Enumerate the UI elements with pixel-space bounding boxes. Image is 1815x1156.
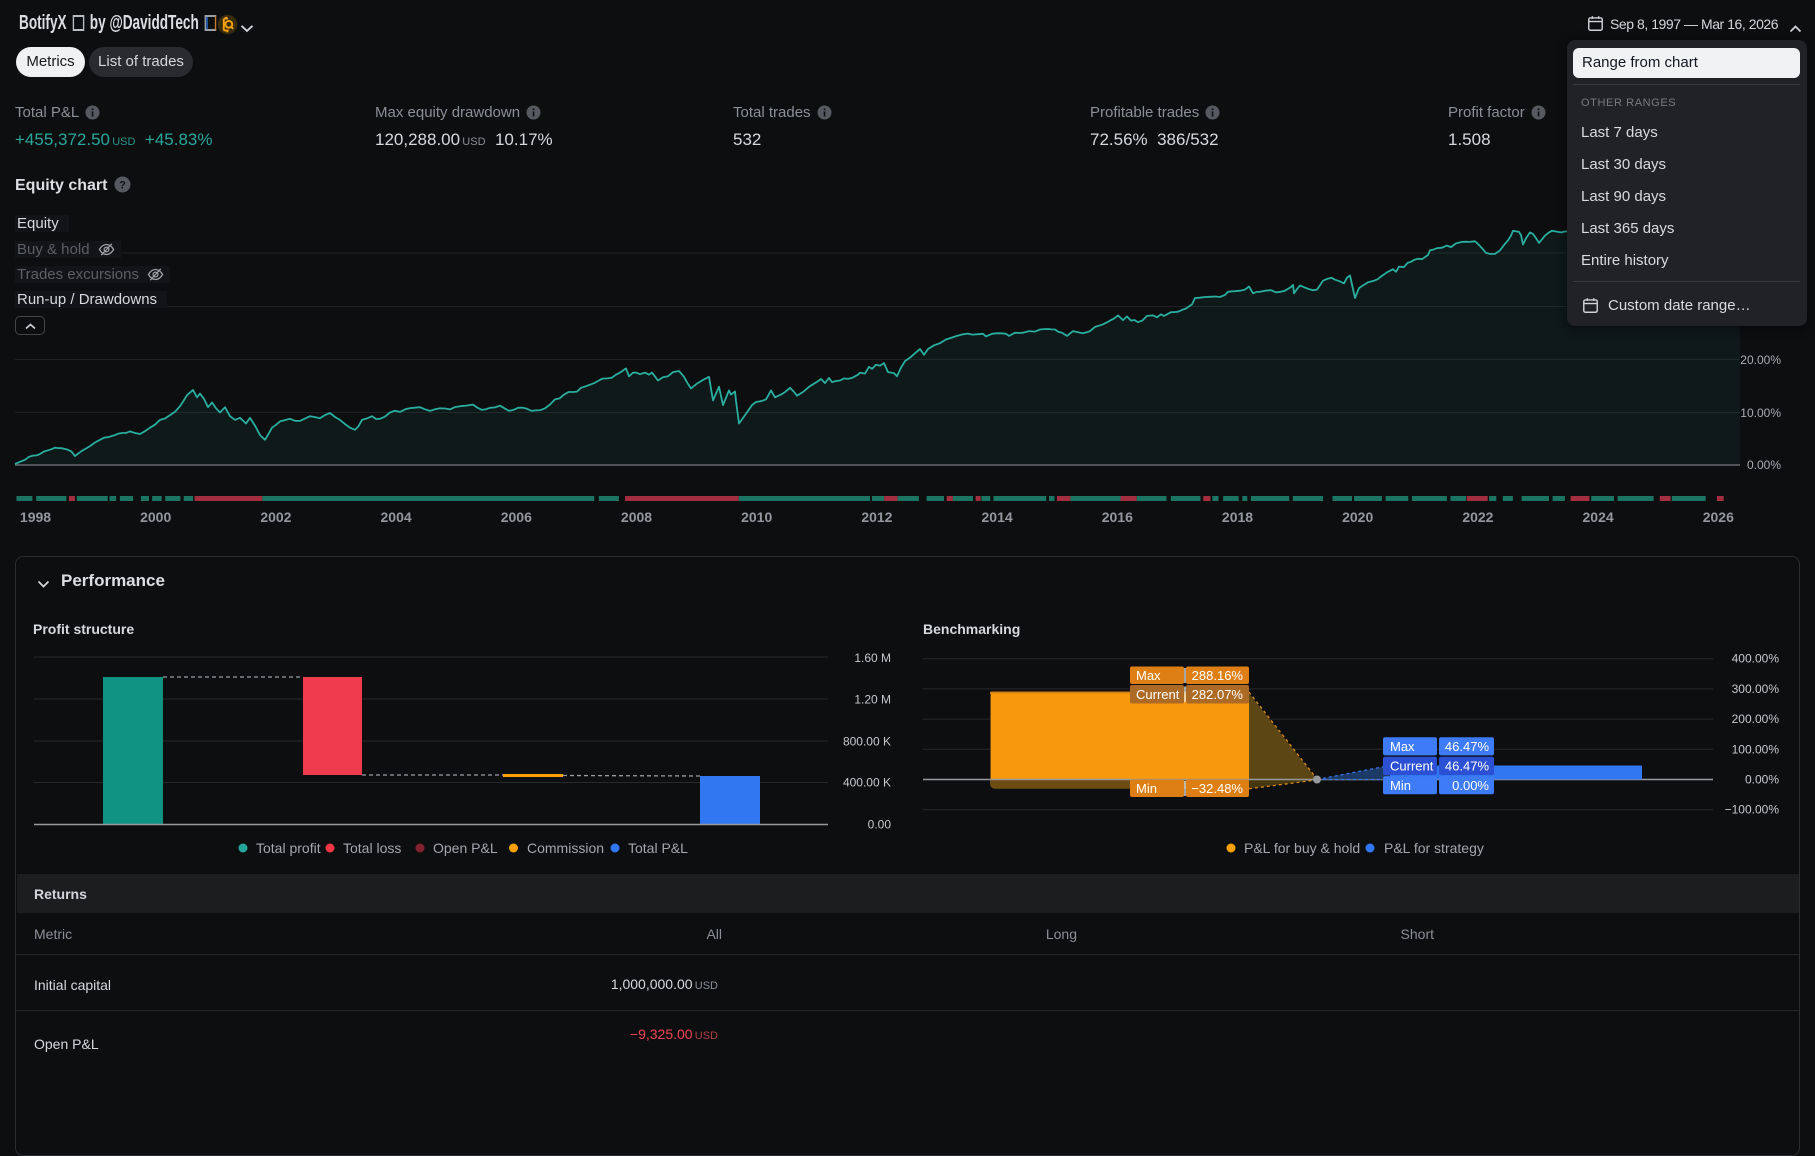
svg-text:2002: 2002 bbox=[260, 509, 291, 525]
svg-text:Current: Current bbox=[1136, 687, 1180, 702]
svg-text:P&L for buy & hold: P&L for buy & hold bbox=[1244, 840, 1360, 856]
svg-text:2016: 2016 bbox=[1102, 509, 1133, 525]
svg-text:2022: 2022 bbox=[1462, 509, 1493, 525]
svg-text:1.60 M: 1.60 M bbox=[854, 651, 891, 665]
svg-text:2012: 2012 bbox=[861, 509, 892, 525]
svg-text:Total P&L: Total P&L bbox=[628, 840, 688, 856]
svg-text:Max: Max bbox=[1390, 739, 1415, 754]
svg-text:Open P&L: Open P&L bbox=[433, 840, 498, 856]
svg-text:0.00%: 0.00% bbox=[1452, 778, 1489, 793]
svg-text:Commission: Commission bbox=[527, 840, 604, 856]
svg-text:1.20 M: 1.20 M bbox=[854, 693, 891, 707]
svg-text:100.00%: 100.00% bbox=[1732, 742, 1780, 756]
svg-text:400.00 K: 400.00 K bbox=[843, 776, 891, 790]
svg-text:2018: 2018 bbox=[1222, 509, 1253, 525]
svg-text:288.16%: 288.16% bbox=[1192, 668, 1244, 683]
svg-text:Min: Min bbox=[1136, 781, 1157, 796]
svg-text:Total profit: Total profit bbox=[256, 840, 321, 856]
svg-text:2026: 2026 bbox=[1703, 509, 1734, 525]
svg-text:200.00%: 200.00% bbox=[1732, 712, 1780, 726]
svg-text:20.00%: 20.00% bbox=[1740, 353, 1781, 367]
svg-text:46.47%: 46.47% bbox=[1445, 759, 1490, 774]
svg-text:1998: 1998 bbox=[20, 509, 51, 525]
svg-text:2024: 2024 bbox=[1583, 509, 1614, 525]
svg-text:0.00%: 0.00% bbox=[1747, 458, 1781, 472]
svg-text:−100.00%: −100.00% bbox=[1725, 803, 1780, 817]
svg-text:2008: 2008 bbox=[621, 509, 652, 525]
svg-text:282.07%: 282.07% bbox=[1192, 687, 1244, 702]
svg-text:−32.48%: −32.48% bbox=[1191, 781, 1243, 796]
svg-text:0.00%: 0.00% bbox=[1745, 773, 1779, 787]
svg-text:Current: Current bbox=[1390, 759, 1434, 774]
svg-text:0.00: 0.00 bbox=[868, 818, 892, 832]
svg-text:P&L for strategy: P&L for strategy bbox=[1384, 840, 1484, 856]
svg-text:10.00%: 10.00% bbox=[1740, 406, 1781, 420]
svg-text:?: ? bbox=[120, 180, 127, 192]
svg-text:2006: 2006 bbox=[501, 509, 532, 525]
svg-text:800.00 K: 800.00 K bbox=[843, 735, 891, 749]
svg-text:46.47%: 46.47% bbox=[1445, 739, 1490, 754]
svg-text:Max: Max bbox=[1136, 668, 1161, 683]
svg-text:2014: 2014 bbox=[982, 509, 1013, 525]
svg-text:Min: Min bbox=[1390, 778, 1411, 793]
svg-text:300.00%: 300.00% bbox=[1732, 682, 1780, 696]
svg-text:2010: 2010 bbox=[741, 509, 772, 525]
svg-text:Total loss: Total loss bbox=[343, 840, 401, 856]
svg-text:400.00%: 400.00% bbox=[1732, 652, 1780, 666]
svg-text:2020: 2020 bbox=[1342, 509, 1373, 525]
svg-text:2004: 2004 bbox=[381, 509, 412, 525]
svg-text:2000: 2000 bbox=[140, 509, 171, 525]
